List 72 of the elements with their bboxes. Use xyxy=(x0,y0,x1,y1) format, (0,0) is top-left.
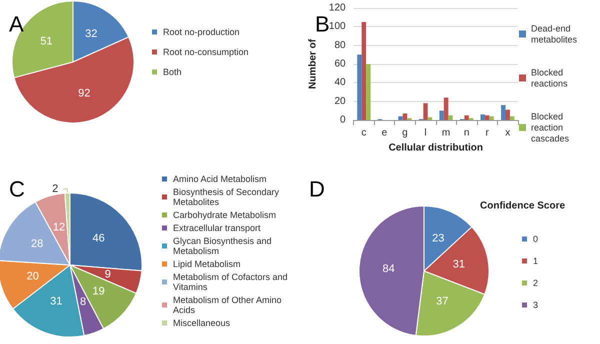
x-axis-title: Cellular distribution xyxy=(388,142,484,154)
bar xyxy=(480,114,485,120)
data-label: 32 xyxy=(85,28,98,40)
bar xyxy=(366,64,371,120)
legend-title: Confidence Score xyxy=(480,200,566,212)
y-tick-label: 60 xyxy=(334,58,346,70)
data-label: 37 xyxy=(436,295,448,308)
y-tick-label: 40 xyxy=(334,77,346,88)
legend-label: Amino Acid Metabolism xyxy=(173,174,267,184)
bar xyxy=(428,117,432,120)
data-label: 92 xyxy=(78,88,90,100)
legend-label: Extracellular transport xyxy=(173,223,262,233)
data-label: 51 xyxy=(40,36,53,48)
x-tick-label: x xyxy=(505,128,510,138)
legend-label: Miscellaneous xyxy=(173,318,231,328)
data-label: 46 xyxy=(92,232,105,245)
legend-label: Blocked reaction cascades xyxy=(531,112,570,144)
text: A xyxy=(9,12,24,36)
y-tick-label: 100 xyxy=(328,21,346,32)
bar xyxy=(362,22,366,120)
bar xyxy=(464,115,469,120)
legend-label: 2 xyxy=(533,278,538,288)
y-tick-label: 0 xyxy=(340,114,346,126)
bar xyxy=(357,54,362,120)
legend-label: Glycan Biosynthesis and Metabolism xyxy=(173,236,274,256)
legend-label: 0 xyxy=(533,234,538,244)
x-tick-label: e xyxy=(382,128,388,138)
legend-label: 3 xyxy=(533,300,538,310)
legend-label: Root no-consumption xyxy=(163,47,249,57)
legend-label: Lipid Metabolism xyxy=(173,259,241,269)
bar xyxy=(510,116,514,120)
bar xyxy=(506,110,510,120)
y-tick-label: 20 xyxy=(334,96,346,107)
data-label: 8 xyxy=(80,296,86,308)
legend-label: Dead-end metabolites xyxy=(531,24,578,44)
bar xyxy=(489,116,494,120)
data-label: 2 xyxy=(52,183,58,196)
legend-label: Blocked reactions xyxy=(531,68,568,88)
legend-label: Carbohydrate Metabolism xyxy=(173,210,276,220)
data-label: 23 xyxy=(432,232,444,244)
data-label: 31 xyxy=(50,296,62,308)
legend-label: Metabolism of Cofactors and Vitamins xyxy=(173,272,290,292)
x-tick-label: r xyxy=(486,128,490,138)
x-tick-label: m xyxy=(442,128,450,138)
legend-label: Both xyxy=(163,67,182,77)
data-label: 28 xyxy=(30,238,44,250)
y-tick-label: 80 xyxy=(334,40,346,51)
x-tick-label: c xyxy=(361,128,366,138)
data-label: 9 xyxy=(104,268,111,280)
legend-label: Root no-production xyxy=(163,27,240,37)
x-tick-label: l xyxy=(424,128,427,138)
chart-title: C xyxy=(9,176,25,202)
bar xyxy=(484,115,490,120)
y-tick-label: 120 xyxy=(328,2,346,14)
legend-label: 1 xyxy=(533,256,538,266)
data-label: 20 xyxy=(26,270,39,282)
data-label: 84 xyxy=(382,262,395,275)
chart-title: B xyxy=(315,12,330,36)
data-label: 19 xyxy=(92,285,105,298)
bar xyxy=(423,103,428,120)
bar xyxy=(501,105,506,120)
bar xyxy=(402,113,408,120)
bar xyxy=(439,110,444,120)
legend-label: Biosynthesis of Secondary Metabolites xyxy=(173,187,282,207)
x-tick-label: n xyxy=(464,128,470,138)
data-label: 12 xyxy=(52,222,66,234)
legend-label: Metabolism of Other Amino Acids xyxy=(173,295,284,315)
chart-title: D xyxy=(309,176,325,202)
data-label: 31 xyxy=(452,258,465,270)
bar xyxy=(444,98,448,120)
x-tick-label: g xyxy=(402,128,408,138)
y-axis-title: Number of xyxy=(308,38,318,89)
